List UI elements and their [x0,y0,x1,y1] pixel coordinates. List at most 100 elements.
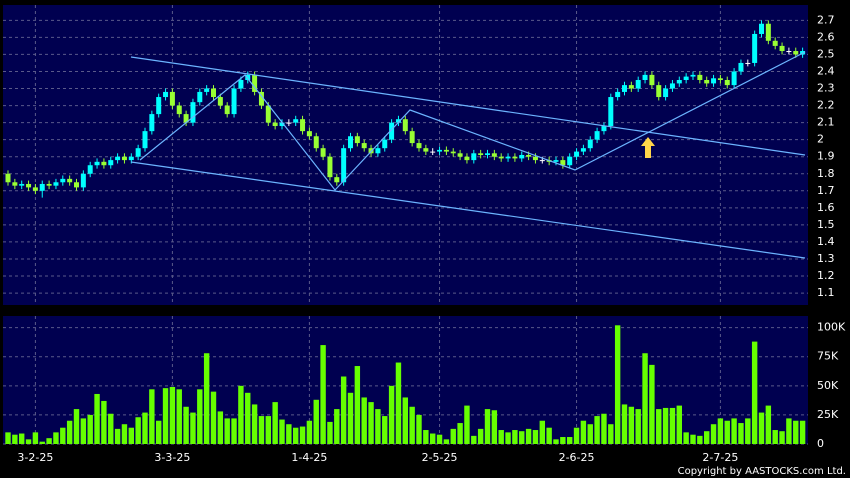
volume-bar [649,364,655,444]
volume-bar [614,325,621,444]
candle-body [560,160,566,166]
candle-body [87,165,93,174]
candle-body [293,119,299,123]
volume-bar [94,393,100,444]
volume-bar [327,421,333,444]
candle-body [108,160,114,166]
volume-bar [272,402,278,444]
volume-bar [190,412,196,444]
trend-line [130,161,806,259]
volume-bar [751,341,758,444]
candle-body [697,74,703,80]
candle-body [169,91,175,106]
volume-bar [669,407,676,444]
volume-bar [114,428,121,444]
candle-body [279,122,285,127]
volume-bar [340,376,347,444]
y-tick-label: 1.5 [817,218,835,231]
volume-bar [662,407,669,444]
candle-body [197,91,203,103]
candle-body [211,88,216,98]
y-tick-label: 1.6 [817,201,835,214]
trend-line [130,56,806,156]
y-tick-label: 2.7 [817,13,835,26]
candle-body [258,91,264,106]
candle-body [745,62,751,64]
volume-bar [19,433,25,444]
volume-bar [299,426,306,444]
candle-body [320,148,326,157]
candle-body [300,119,306,132]
volume-bar [457,423,463,444]
candle-body [39,183,45,191]
volume-bar [238,385,244,444]
candle-body [779,45,785,52]
volume-bar [313,399,319,444]
y-tick-label: 2.6 [817,30,835,43]
volume-bar [519,431,525,444]
candle-body [272,122,278,127]
volume-bar [46,438,52,444]
candle-body [759,23,764,34]
volume-bar [320,345,326,444]
candle-body [101,161,107,166]
candle-body [183,114,189,123]
volume-bar [73,409,80,444]
volume-bar [635,409,641,444]
candle-body [443,149,449,152]
candle-body [389,122,395,140]
volume-bar [176,389,182,444]
candle-body [163,91,169,98]
x-tick-label: 1-4-25 [291,451,327,464]
candle-body [19,183,25,186]
candle-body [32,187,38,191]
volume-bar [793,420,799,444]
volume-bar [560,437,566,444]
x-tick-label: 3-2-25 [17,451,53,464]
volume-bar [423,430,429,444]
volume-bar [628,406,635,444]
candle-body [752,33,758,63]
candle-body [622,85,627,92]
candle-body [793,51,799,55]
arrow [641,137,655,158]
candle-body [430,151,436,153]
candle-body [121,156,127,161]
volume-bar [567,437,573,444]
candle-body [587,139,593,149]
candle-body [74,182,79,188]
volume-bar [690,434,696,444]
candle-body [252,74,258,92]
candle-body [532,156,538,161]
candle-body [485,153,490,155]
y-tick-label: 100K [817,321,846,334]
volume-bar [32,432,39,444]
y-tick-label: 2.2 [817,99,835,112]
candle-body [526,155,532,157]
volume-bar [354,366,361,444]
volume-bar [293,427,299,444]
volume-bar [334,409,340,444]
y-tick-label: 1.3 [817,252,835,265]
volume-bar [12,434,18,444]
volume-bar [697,435,703,444]
x-tick-label: 2-6-25 [559,451,595,464]
plot-layer: 1.1 1.2 1.3 1.4 1.5 1.6 1.7 1.8 1.9 2 2.1 2.2 2.3 2.4… [3,5,846,450]
volume-bar [553,439,559,444]
y-tick-label: 1.7 [817,184,835,197]
y-tick-label: 1.2 [817,269,835,282]
y-tick-label: 2.4 [817,64,835,77]
candle-body [711,78,717,84]
candle-body [361,143,367,149]
copyright: Copyright by AASTOCKS.com Ltd. [678,466,846,477]
candle-body [450,151,456,154]
volume-bar [710,424,717,444]
volume-bar [491,410,498,444]
volume-bar [80,418,87,444]
candle-body [498,156,504,159]
volume-bar [450,428,456,444]
candle-body [663,88,669,98]
volume-bar [738,423,744,444]
volume-bar [258,416,265,444]
candle-body [580,148,586,152]
